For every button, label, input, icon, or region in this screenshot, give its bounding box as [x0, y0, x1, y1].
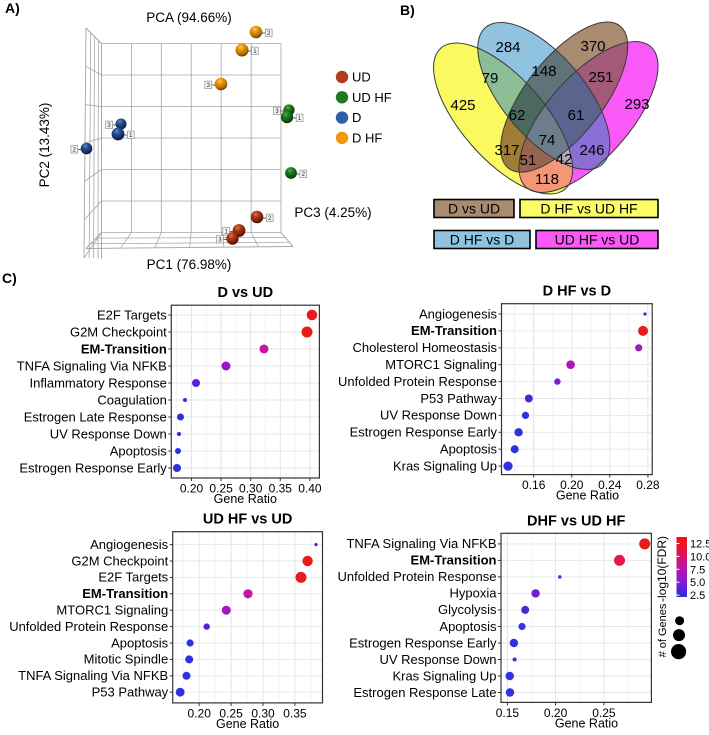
svg-text:Unfolded Protein Response: Unfolded Protein Response [9, 619, 168, 634]
svg-text:A): A) [5, 0, 20, 16]
svg-text:Apoptosis: Apoptosis [111, 635, 169, 650]
svg-text:74: 74 [539, 132, 556, 149]
svg-text:293: 293 [624, 96, 649, 113]
svg-text:EM-Transition: EM-Transition [411, 323, 497, 338]
svg-text:EM-Transition: EM-Transition [411, 553, 497, 568]
svg-text:C): C) [2, 270, 17, 286]
svg-text:D HF vs D: D HF vs D [543, 284, 612, 300]
svg-text:P53 Pathway: P53 Pathway [92, 685, 169, 700]
svg-text:E2F Targets: E2F Targets [97, 307, 167, 322]
svg-text:Hypoxia: Hypoxia [450, 586, 498, 601]
svg-text:7.5: 7.5 [690, 564, 705, 576]
svg-text:Glycolysis: Glycolysis [438, 602, 497, 617]
svg-text:118: 118 [535, 171, 559, 188]
svg-text:UD HF vs UD: UD HF vs UD [555, 232, 640, 248]
svg-text:317: 317 [494, 142, 519, 159]
svg-text:5.0: 5.0 [690, 577, 705, 589]
svg-text:Unfolded Protein Response: Unfolded Protein Response [338, 374, 497, 389]
svg-text:TNFA Signaling Via NFKB: TNFA Signaling Via NFKB [18, 668, 168, 683]
svg-text:G2M Checkpoint: G2M Checkpoint [71, 553, 168, 568]
svg-text:251: 251 [588, 69, 613, 86]
svg-text:E2F Targets: E2F Targets [98, 570, 168, 585]
svg-text:EM-Transition: EM-Transition [82, 586, 168, 601]
svg-text:MTORC1 Signaling: MTORC1 Signaling [56, 603, 168, 618]
svg-text:D vs UD: D vs UD [217, 285, 273, 301]
svg-text:42: 42 [556, 151, 573, 168]
svg-text:Angiogenesis: Angiogenesis [419, 306, 498, 321]
svg-text:Gene Ratio: Gene Ratio [216, 717, 279, 730]
svg-text:Estrogen Response Late: Estrogen Response Late [353, 685, 496, 700]
svg-text:-log10(FDR): -log10(FDR) [655, 536, 669, 602]
svg-text:D: D [352, 110, 361, 125]
svg-text:Kras Signaling Up: Kras Signaling Up [392, 668, 496, 683]
svg-text:UV Response Down: UV Response Down [379, 652, 496, 667]
svg-text:0.20: 0.20 [188, 706, 212, 720]
svg-text:0.40: 0.40 [298, 482, 322, 496]
svg-text:D HF: D HF [352, 130, 382, 145]
svg-text:Unfolded Protein Response: Unfolded Protein Response [338, 569, 497, 584]
svg-text:B): B) [400, 2, 415, 18]
svg-text:UD HF: UD HF [352, 90, 392, 105]
svg-text:0.35: 0.35 [283, 706, 307, 720]
svg-text:0.16: 0.16 [522, 478, 546, 492]
svg-text:148: 148 [531, 63, 556, 80]
svg-text:0.28: 0.28 [636, 478, 660, 492]
svg-text:Gene Ratio: Gene Ratio [214, 492, 277, 506]
svg-text:Mitotic Spindle: Mitotic Spindle [84, 652, 169, 667]
svg-text:D vs UD: D vs UD [448, 201, 500, 217]
svg-text:PC2 (13.43%): PC2 (13.43%) [37, 103, 52, 188]
svg-text:Cholesterol Homeostasis: Cholesterol Homeostasis [352, 340, 497, 355]
svg-text:P53 Pathway: P53 Pathway [420, 391, 497, 406]
svg-text:EM-Transition: EM-Transition [81, 341, 167, 356]
svg-text:246: 246 [579, 142, 604, 159]
svg-text:0.15: 0.15 [496, 706, 520, 720]
svg-text:12.5: 12.5 [690, 539, 709, 551]
svg-text:UD HF vs UD: UD HF vs UD [203, 512, 292, 528]
svg-text:Gene Ratio: Gene Ratio [556, 489, 619, 503]
svg-text:D HF vs D: D HF vs D [450, 232, 515, 248]
svg-text:Apoptosis: Apoptosis [439, 619, 497, 634]
svg-text:DHF vs UD HF: DHF vs UD HF [527, 513, 625, 529]
svg-text:425: 425 [450, 97, 475, 114]
svg-text:Estrogen Late Response: Estrogen Late Response [24, 409, 167, 424]
svg-text:UV Response Down: UV Response Down [50, 426, 167, 441]
svg-text:# of Genes: # of Genes [657, 603, 669, 657]
svg-text:Angiogenesis: Angiogenesis [90, 537, 169, 552]
svg-text:UV Response Down: UV Response Down [380, 408, 497, 423]
svg-text:61: 61 [568, 107, 585, 124]
svg-text:Gene Ratio: Gene Ratio [555, 716, 618, 730]
svg-text:D HF vs UD HF: D HF vs UD HF [540, 201, 637, 217]
svg-text:51: 51 [520, 152, 537, 169]
svg-text:PC1 (76.98%): PC1 (76.98%) [147, 257, 232, 272]
svg-text:79: 79 [482, 70, 499, 87]
svg-text:TNFA Signaling Via NFKB: TNFA Signaling Via NFKB [346, 536, 496, 551]
svg-text:Kras Signaling Up: Kras Signaling Up [393, 458, 497, 473]
svg-text:370: 370 [580, 38, 605, 55]
svg-text:62: 62 [509, 107, 526, 124]
svg-text:Coagulation: Coagulation [97, 392, 166, 407]
svg-text:TNFA Signaling Via NFKB: TNFA Signaling Via NFKB [17, 358, 167, 373]
svg-text:PC3 (4.25%): PC3 (4.25%) [294, 205, 371, 220]
svg-text:MTORC1 Signaling: MTORC1 Signaling [385, 357, 497, 372]
svg-text:UD: UD [352, 70, 371, 85]
svg-text:G2M Checkpoint: G2M Checkpoint [70, 324, 167, 339]
svg-text:Apoptosis: Apoptosis [440, 442, 498, 457]
svg-text:Apoptosis: Apoptosis [110, 443, 168, 458]
svg-text:2.5: 2.5 [690, 590, 705, 602]
svg-text:Inflammatory Response: Inflammatory Response [30, 375, 167, 390]
svg-text:0.20: 0.20 [180, 482, 204, 496]
svg-text:10.0: 10.0 [690, 551, 709, 563]
svg-text:284: 284 [495, 39, 520, 56]
svg-text:Estrogen Response Early: Estrogen Response Early [19, 460, 167, 475]
svg-text:Estrogen Response Early: Estrogen Response Early [349, 635, 497, 650]
svg-text:PCA (94.66%): PCA (94.66%) [146, 10, 232, 25]
svg-text:Estrogen Response Early: Estrogen Response Early [350, 425, 498, 440]
